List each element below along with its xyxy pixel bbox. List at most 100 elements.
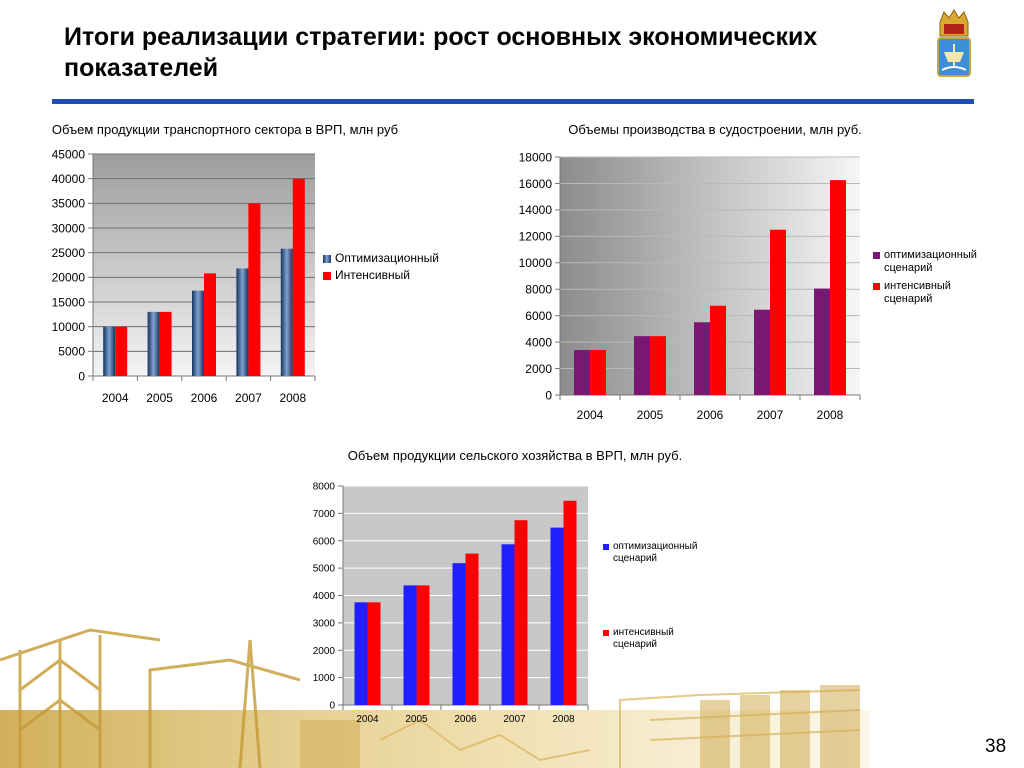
legend-label: Оптимизационный [335,251,439,265]
bar-series1-2004 [574,350,590,395]
y-tick-label: 25000 [52,246,86,260]
bar-series1-2005 [147,311,160,376]
legend-swatch [603,630,609,636]
legend-label: оптимизационный [884,249,977,261]
bar-series2-2006 [710,305,726,395]
bar-series1-2005 [403,585,417,705]
bar-series1-2006 [452,563,466,705]
y-tick-label: 0 [329,701,335,712]
x-tick-label: 2004 [577,408,604,422]
x-tick-label: 2007 [757,408,784,422]
legend-swatch [873,283,880,290]
x-tick-label: 2008 [552,714,575,725]
y-tick-label: 8000 [525,283,552,297]
bar-series2-2006 [465,553,479,705]
y-tick-label: 40000 [52,172,86,186]
x-tick-label: 2008 [279,391,306,405]
y-tick-label: 10000 [52,320,86,334]
y-tick-label: 10000 [519,256,553,270]
legend-swatch [873,252,880,259]
x-tick-label: 2005 [637,408,664,422]
x-tick-label: 2007 [503,714,526,725]
industrial-background-decoration [0,628,870,768]
x-tick-label: 2006 [191,391,218,405]
bar-series2-2007 [514,520,528,705]
bar-series1-2007 [754,309,770,395]
y-tick-label: 6000 [313,536,336,547]
x-tick-label: 2006 [697,408,724,422]
y-tick-label: 35000 [52,197,86,211]
y-tick-label: 45000 [52,147,86,161]
bar-series2-2004 [367,602,381,705]
x-tick-label: 2004 [102,391,129,405]
legend-label: сценарий [884,262,932,274]
legend-box [868,244,988,306]
coat-of-arms-icon [937,9,971,77]
legend-box [590,508,710,678]
y-tick-label: 18000 [519,150,553,164]
legend-swatch [323,272,331,280]
agriculture-chart: 0 1000 2000 3000 4000 5000 6000 7000 8000 2004 200… [313,482,710,725]
bar-series1-2004 [103,326,116,376]
legend-label: интенсивный [884,280,951,292]
y-tick-label: 2000 [313,646,336,657]
bar-series1-2007 [501,544,515,705]
slide-title: Итоги реализации стратегии: рост основны… [64,23,818,82]
y-tick-label: 12000 [519,230,553,244]
y-tick-label: 2000 [525,362,552,376]
y-tick-label: 0 [78,369,85,383]
y-tick-label: 4000 [525,335,552,349]
transport-sector-chart: 0 5000 10000 15000 20000 25000 30000 35000 40000… [52,147,439,405]
y-tick-label: 15000 [52,295,86,309]
y-tick-label: 4000 [313,591,336,602]
x-tick-label: 2006 [454,714,477,725]
chart2-title: Объемы производства в судостроении, млн … [568,122,862,137]
y-tick-label: 6000 [525,309,552,323]
y-tick-label: 1000 [313,673,336,684]
bar-series1-2008 [280,248,293,376]
legend-swatch [603,544,609,550]
legend-label: интенсивный [613,627,674,638]
shipbuilding-chart: 0 2000 4000 6000 8000 10000 12000 14000 16000 180… [519,150,988,422]
title-divider [52,99,974,104]
bar-series2-2007 [248,203,261,376]
legend-label: Интенсивный [335,268,410,282]
y-tick-label: 30000 [52,221,86,235]
bar-series2-2005 [416,585,430,705]
y-tick-label: 0 [545,388,552,402]
bar-series1-2006 [694,322,710,395]
y-tick-label: 8000 [313,482,336,493]
bar-series2-2008 [830,180,846,395]
bar-series2-2007 [770,229,786,395]
y-tick-label: 14000 [519,203,553,217]
y-tick-label: 3000 [313,618,336,629]
bar-series1-2008 [550,527,564,705]
bar-series2-2004 [590,350,606,395]
x-tick-label: 2007 [235,391,262,405]
x-tick-label: 2005 [405,714,428,725]
y-tick-label: 5000 [313,564,336,575]
y-tick-label: 7000 [313,509,336,520]
bar-series2-2006 [204,273,216,376]
legend-swatch [323,255,331,263]
bar-series1-2005 [634,336,650,395]
bar-series1-2006 [192,290,204,376]
legend-label: сценарий [613,553,657,564]
bar-series2-2004 [115,326,128,376]
y-tick-label: 16000 [519,177,553,191]
page-number: 38 [985,736,1007,757]
y-tick-label: 5000 [58,345,85,359]
chart1-title: Объем продукции транспортного сектора в … [51,122,399,137]
y-tick-label: 20000 [52,271,86,285]
legend-label: оптимизационный [613,541,697,552]
bar-series1-2007 [236,268,249,376]
bar-series1-2004 [354,602,368,705]
bar-series1-2008 [814,288,830,395]
x-tick-label: 2008 [817,408,844,422]
x-tick-label: 2004 [356,714,379,725]
bar-series2-2008 [292,178,305,376]
bar-series2-2005 [650,336,666,395]
bar-series2-2008 [563,500,577,705]
x-tick-label: 2005 [146,391,173,405]
legend-label: сценарий [613,639,657,650]
